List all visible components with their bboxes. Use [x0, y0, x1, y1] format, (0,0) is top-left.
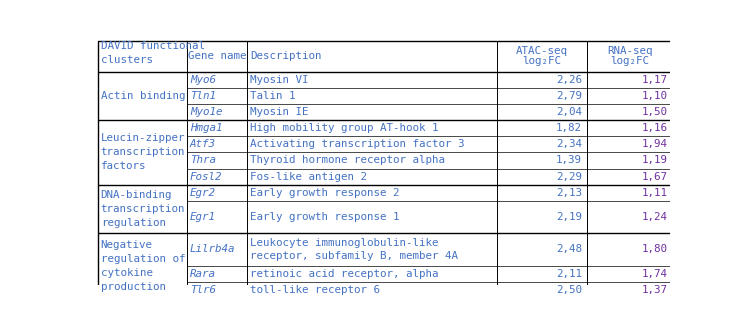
- Text: Myosin IE: Myosin IE: [250, 107, 309, 117]
- Text: 2,48: 2,48: [556, 244, 582, 254]
- Text: 1,11: 1,11: [642, 188, 668, 198]
- Text: 1,16: 1,16: [642, 123, 668, 133]
- Text: Fosl2: Fosl2: [190, 172, 223, 182]
- Text: 1,50: 1,50: [642, 107, 668, 117]
- Text: Early growth response 2: Early growth response 2: [250, 188, 400, 198]
- Text: Early growth response 1: Early growth response 1: [250, 212, 400, 222]
- Text: 2,04: 2,04: [556, 107, 582, 117]
- Text: Description: Description: [250, 51, 321, 61]
- Text: Hmga1: Hmga1: [190, 123, 223, 133]
- Text: Lilrb4a: Lilrb4a: [190, 244, 235, 254]
- Text: High mobility group AT-hook 1: High mobility group AT-hook 1: [250, 123, 438, 133]
- Text: 2,26: 2,26: [556, 75, 582, 84]
- Text: Leucin-zipper
transcription
factors: Leucin-zipper transcription factors: [101, 133, 185, 171]
- Text: 1,17: 1,17: [642, 75, 668, 84]
- Text: 2,29: 2,29: [556, 172, 582, 182]
- Text: Gene name: Gene name: [187, 51, 247, 61]
- Text: 1,24: 1,24: [642, 212, 668, 222]
- Text: 2,19: 2,19: [556, 212, 582, 222]
- Text: Tln1: Tln1: [190, 91, 216, 101]
- Text: Fos-like antigen 2: Fos-like antigen 2: [250, 172, 367, 182]
- Text: retinoic acid receptor, alpha: retinoic acid receptor, alpha: [250, 268, 438, 279]
- Text: 1,94: 1,94: [642, 139, 668, 149]
- Text: Egr1: Egr1: [190, 212, 216, 222]
- Text: 1,19: 1,19: [642, 156, 668, 165]
- Text: 2,79: 2,79: [556, 91, 582, 101]
- Text: 1,67: 1,67: [642, 172, 668, 182]
- Text: 1,10: 1,10: [642, 91, 668, 101]
- Text: toll-like receptor 6: toll-like receptor 6: [250, 285, 380, 295]
- Text: Actin binding: Actin binding: [101, 91, 185, 101]
- Text: 1,74: 1,74: [642, 268, 668, 279]
- Text: Rara: Rara: [190, 268, 216, 279]
- Text: log₂FC: log₂FC: [522, 57, 561, 67]
- Text: 1,37: 1,37: [642, 285, 668, 295]
- Text: Tlr6: Tlr6: [190, 285, 216, 295]
- Text: DNA-binding
transcription
regulation: DNA-binding transcription regulation: [101, 190, 185, 228]
- Text: 2,50: 2,50: [556, 285, 582, 295]
- Text: RNA-seq: RNA-seq: [607, 46, 652, 57]
- Text: Myosin VI: Myosin VI: [250, 75, 309, 84]
- Text: 2,34: 2,34: [556, 139, 582, 149]
- Text: 1,80: 1,80: [642, 244, 668, 254]
- Text: Leukocyte immunoglobulin-like
receptor, subfamily B, member 4A: Leukocyte immunoglobulin-like receptor, …: [250, 238, 458, 261]
- Text: Egr2: Egr2: [190, 188, 216, 198]
- Text: Myo1e: Myo1e: [190, 107, 223, 117]
- Text: Atf3: Atf3: [190, 139, 216, 149]
- Text: Negative
regulation of
cytokine
production: Negative regulation of cytokine producti…: [101, 240, 185, 292]
- Text: DAVID functional
clusters: DAVID functional clusters: [101, 41, 205, 65]
- Text: 1,39: 1,39: [556, 156, 582, 165]
- Text: Thyroid hormone receptor alpha: Thyroid hormone receptor alpha: [250, 156, 445, 165]
- Text: Activating transcription factor 3: Activating transcription factor 3: [250, 139, 465, 149]
- Text: Talin 1: Talin 1: [250, 91, 296, 101]
- Text: Thra: Thra: [190, 156, 216, 165]
- Text: 1,82: 1,82: [556, 123, 582, 133]
- Text: 2,11: 2,11: [556, 268, 582, 279]
- Text: ATAC-seq: ATAC-seq: [516, 46, 568, 57]
- Text: 2,13: 2,13: [556, 188, 582, 198]
- Text: Myo6: Myo6: [190, 75, 216, 84]
- Text: log₂FC: log₂FC: [610, 57, 649, 67]
